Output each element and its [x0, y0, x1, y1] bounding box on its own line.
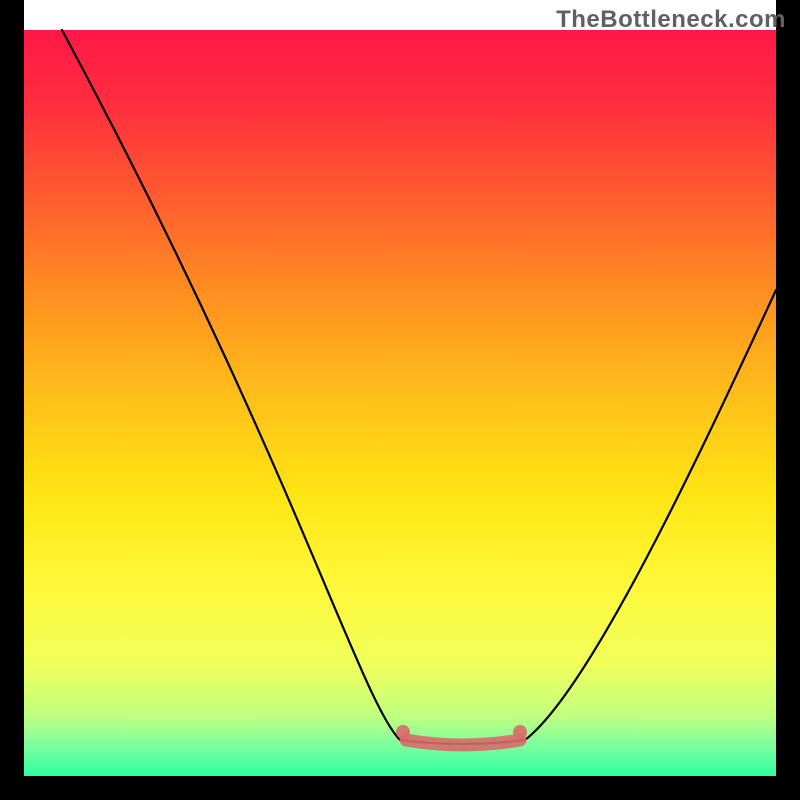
chart-svg [0, 0, 800, 800]
gradient-background [24, 30, 776, 776]
watermark-text: TheBottleneck.com [556, 6, 786, 34]
valley-marker-left [396, 725, 410, 739]
border-bottom [0, 776, 800, 800]
chart-container: TheBottleneck.com [0, 0, 800, 800]
valley-highlight [406, 740, 520, 745]
border-right [776, 0, 800, 800]
border-left [0, 0, 24, 800]
valley-marker-right [513, 725, 527, 739]
